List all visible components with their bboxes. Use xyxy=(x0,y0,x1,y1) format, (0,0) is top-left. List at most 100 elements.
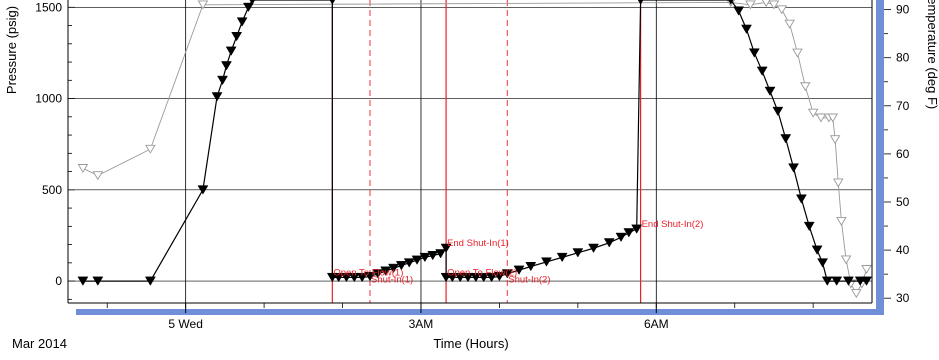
pressure-point xyxy=(788,163,799,173)
pressure-point xyxy=(231,32,243,42)
y-right-tick-label: 50 xyxy=(896,195,910,209)
pressure-point xyxy=(637,0,644,5)
y-right-tick-label: 70 xyxy=(896,99,910,113)
temperature-point xyxy=(827,113,839,123)
pressure-point xyxy=(470,272,482,283)
pressure-point xyxy=(249,0,256,5)
pressure-point xyxy=(623,228,635,238)
temperature-point xyxy=(197,0,209,10)
x-axis-label: Time (Hours) xyxy=(433,336,508,351)
pressure-point xyxy=(795,194,807,204)
temperature-point xyxy=(776,5,788,15)
pressure-point xyxy=(501,269,513,279)
right-axis-band xyxy=(76,0,884,315)
axes: 0 500 1000 1500 30 40 50 60 70 80 90 5 Wed 3AM 6AM xyxy=(35,0,910,331)
temperature-point xyxy=(800,82,811,92)
temperature-point xyxy=(745,0,756,10)
event-annotation: End Shut-In(1) xyxy=(447,238,509,249)
pressure-point xyxy=(329,0,336,5)
pressure-point xyxy=(217,75,228,86)
pressure-point xyxy=(764,86,776,97)
pressure-point xyxy=(388,263,399,274)
pressure-point xyxy=(615,232,627,243)
bottom-band-horizontal xyxy=(76,309,884,315)
pressure-point xyxy=(427,251,439,261)
temperature-point xyxy=(836,216,847,226)
pressure-point xyxy=(541,257,552,267)
pressure-point xyxy=(221,61,232,71)
pressure-point xyxy=(242,2,254,13)
x-tick-label: 3AM xyxy=(409,317,434,331)
pressure-point xyxy=(631,224,643,234)
x-tick-label: 5 Wed xyxy=(168,317,202,331)
y-axis-right-label: Temperature (deg F) xyxy=(925,0,939,109)
pressure-point xyxy=(493,272,505,282)
event-lines xyxy=(331,0,642,303)
pressure-point xyxy=(733,6,745,16)
pressure-point xyxy=(92,276,104,286)
pressure-series xyxy=(77,0,872,286)
pressure-point xyxy=(341,272,352,283)
pressure-point xyxy=(236,17,248,27)
pressure-point xyxy=(380,266,392,276)
temperature-point xyxy=(861,265,872,275)
temperature-point xyxy=(784,19,795,29)
temperature-point xyxy=(761,0,771,8)
pressure-point xyxy=(197,185,209,195)
pressure-point xyxy=(356,272,368,283)
pressure-point xyxy=(333,272,345,283)
pressure-point xyxy=(811,245,823,255)
pressure-point xyxy=(440,243,452,253)
pressure-point xyxy=(748,48,760,58)
y-right-tick-label: 40 xyxy=(896,243,910,257)
temperature-point xyxy=(832,178,844,188)
pressure-point xyxy=(348,272,360,283)
pressure-point xyxy=(513,265,525,275)
pressure-point xyxy=(372,269,384,279)
pressure-point xyxy=(77,276,89,286)
y-right-tick-label: 30 xyxy=(896,291,910,305)
pressure-point xyxy=(756,66,768,76)
pressure-point xyxy=(572,248,584,258)
pressure-point xyxy=(772,106,784,117)
pressure-point xyxy=(225,46,237,56)
right-band-vertical xyxy=(876,0,884,312)
pressure-point xyxy=(803,221,815,232)
pressure-point xyxy=(211,92,223,102)
temperature-point xyxy=(792,48,803,58)
y-right-tick-label: 90 xyxy=(896,3,910,17)
pressure-point xyxy=(588,243,599,253)
pressure-point xyxy=(462,272,474,283)
pressure-point xyxy=(817,258,829,268)
y-right-tick-label: 60 xyxy=(896,147,910,161)
y-left-tick-label: 0 xyxy=(55,274,62,288)
temperature-point xyxy=(851,289,862,299)
pressure-point xyxy=(403,258,415,268)
annotations: Open To Flow(1)Shut-In(1) End Shut-In(1) O… xyxy=(333,219,703,286)
pressure-point xyxy=(486,272,498,283)
pressure-point xyxy=(556,252,568,263)
y-left-tick-label: 500 xyxy=(42,183,62,197)
pressure-point xyxy=(843,276,854,286)
pressure-point xyxy=(741,24,752,34)
temperature-point xyxy=(815,113,827,123)
pressure-point xyxy=(411,255,423,265)
pressure-point xyxy=(454,272,466,283)
x-axis-date-label: Mar 2014 xyxy=(12,336,67,351)
temperature-point xyxy=(77,164,89,174)
event-annotation: End Shut-In(2) xyxy=(642,219,704,230)
temperature-point xyxy=(145,144,156,154)
pressure-point xyxy=(364,272,376,282)
pressure-point xyxy=(478,272,490,283)
pressure-point xyxy=(780,134,792,144)
pressure-point xyxy=(419,252,431,263)
event-annotation: Shut-In(1) xyxy=(371,275,413,286)
event-annotation: Open To Flow(1) xyxy=(333,267,403,278)
pressure-point xyxy=(861,276,872,286)
temperature-point xyxy=(840,255,852,265)
pressure-point xyxy=(435,249,447,259)
temperature-point xyxy=(829,135,841,145)
pressure-point xyxy=(821,276,833,286)
pressure-point xyxy=(144,276,156,286)
